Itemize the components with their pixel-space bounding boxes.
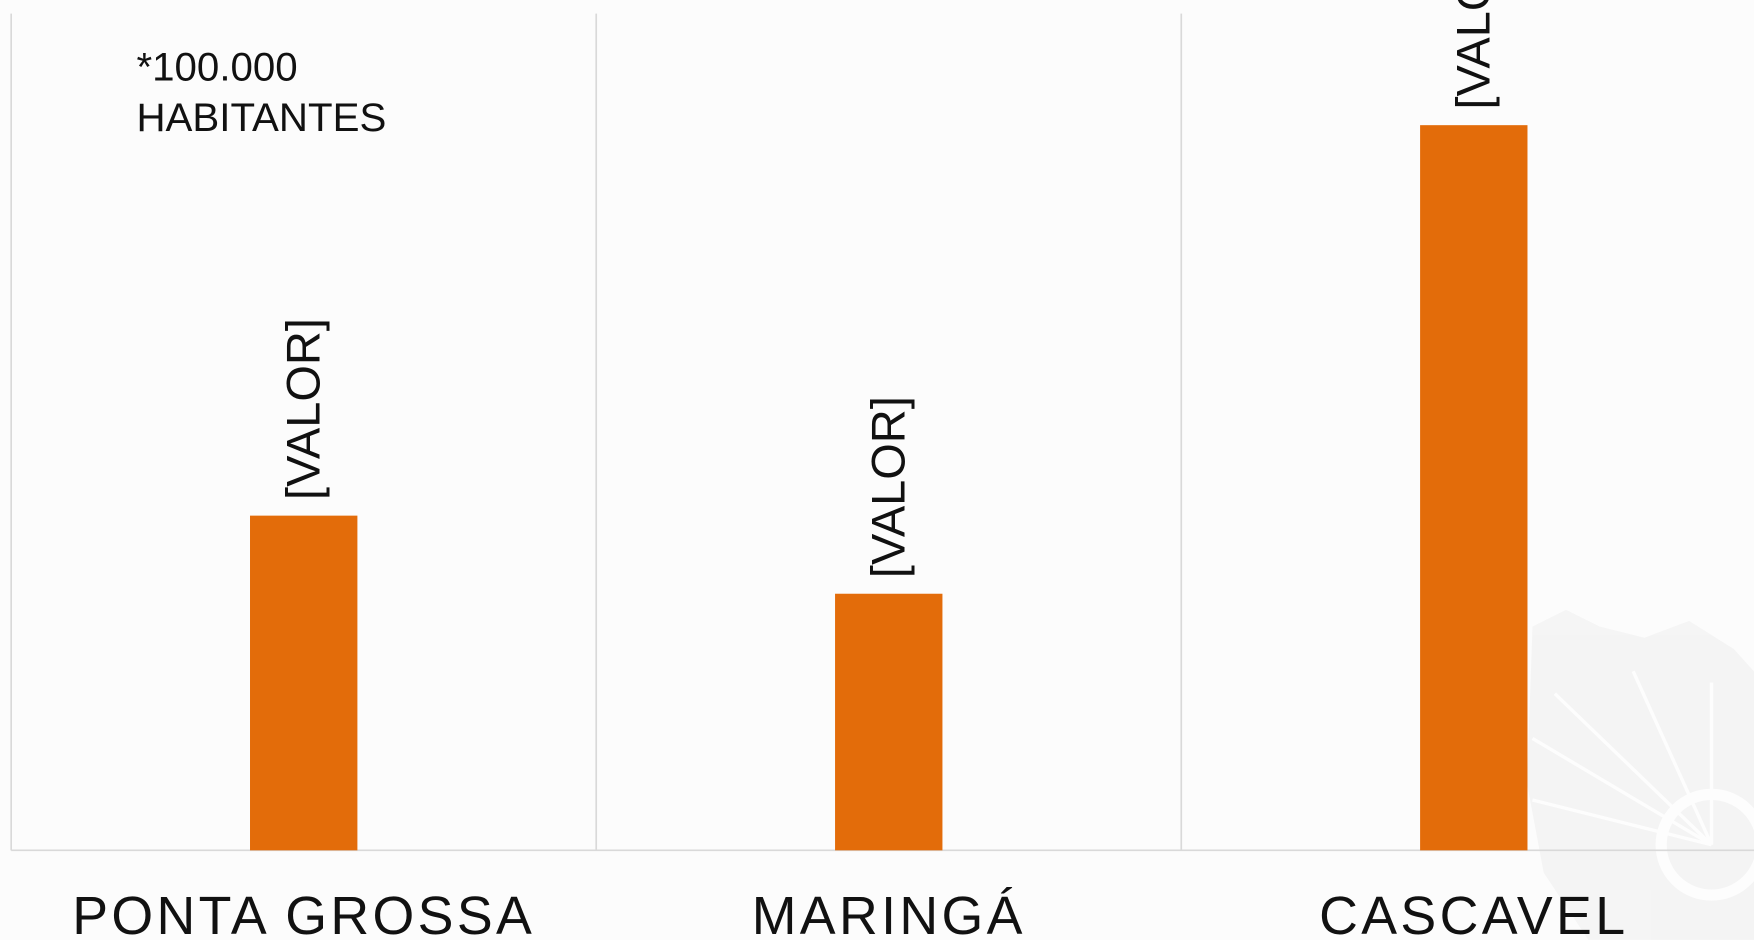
watermark bbox=[1526, 609, 1754, 940]
data-label: [VALOR] bbox=[276, 318, 329, 500]
x-tick-label: CASCAVEL bbox=[1319, 886, 1628, 940]
x-tick-label: MARINGÁ bbox=[752, 886, 1026, 940]
bar bbox=[1420, 125, 1528, 851]
data-label: [VALOR] bbox=[1446, 0, 1499, 110]
bar bbox=[835, 593, 943, 851]
annotation: HABITANTES bbox=[136, 95, 386, 140]
annotation: *100.000 bbox=[136, 45, 297, 90]
x-tick-label: PONTA GROSSA bbox=[72, 886, 535, 940]
data-label: [VALOR] bbox=[861, 396, 914, 578]
bar bbox=[250, 515, 358, 851]
